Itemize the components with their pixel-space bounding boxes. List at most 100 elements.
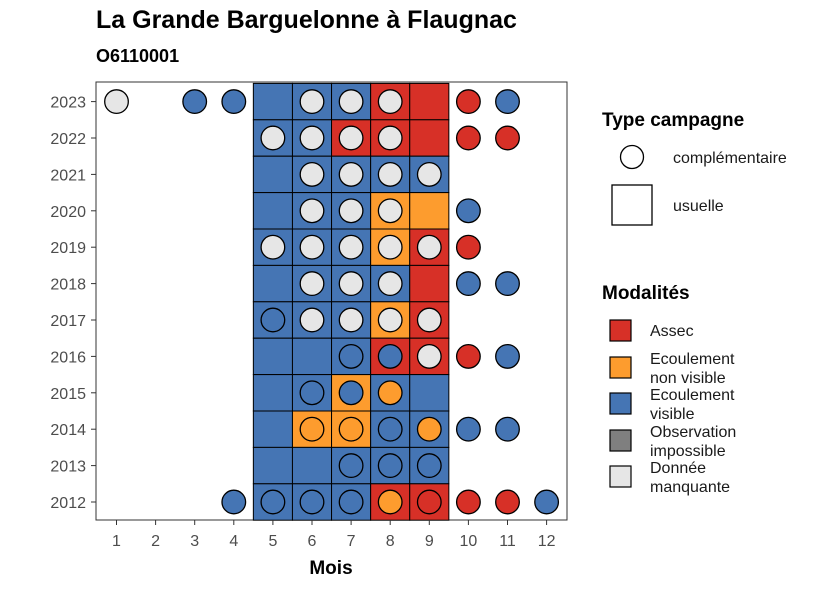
legend-label-nonvis: Ecoulement non visible <box>650 351 735 387</box>
point-2014-7 <box>338 416 364 442</box>
x-tick-label: 8 <box>386 533 395 550</box>
legend-label-usuelle: usuelle <box>673 198 724 215</box>
legend-key-missing <box>609 465 632 488</box>
x-tick-label: 6 <box>308 533 317 550</box>
point-2019-6 <box>299 234 325 260</box>
point-2012-12 <box>534 489 560 515</box>
tile-2018-9 <box>409 264 450 303</box>
point-2018-6 <box>299 271 325 297</box>
legend-key-nonvis <box>609 356 632 379</box>
x-axis-label: Mois <box>309 558 352 579</box>
point-2021-6 <box>299 161 325 187</box>
tile-2016-6 <box>291 337 333 376</box>
point-2023-11 <box>495 89 520 115</box>
point-2023-6 <box>299 89 325 115</box>
legend-key-usuelle <box>611 184 653 226</box>
point-2022-10 <box>455 125 481 151</box>
point-2018-10 <box>455 271 481 297</box>
y-tick-label: 2023 <box>50 95 86 112</box>
legend-label-vis: Ecoulement visible <box>650 387 735 423</box>
point-2016-8 <box>377 343 403 369</box>
point-2022-6 <box>299 125 325 151</box>
legend-modalites: Modalités Assec Ecoulement non visibleEcoul… <box>602 283 736 496</box>
point-2016-9 <box>416 343 442 369</box>
point-2012-9 <box>416 489 442 515</box>
point-2014-8 <box>377 416 403 442</box>
point-2015-8 <box>377 380 403 406</box>
chart-title: La Grande Barguelonne à Flaugnac <box>96 6 517 34</box>
point-2019-8 <box>377 234 403 260</box>
point-2022-8 <box>377 125 403 151</box>
legend-label-impossible: Observation impossible <box>650 424 736 460</box>
point-2023-4 <box>221 89 247 115</box>
point-2021-9 <box>416 161 442 187</box>
legend-label-missing: Donnée manquante <box>650 460 730 496</box>
x-tick-label: 2 <box>151 533 160 550</box>
tile-2015-9 <box>409 374 450 412</box>
legend-key-assec <box>609 319 632 342</box>
point-2018-11 <box>495 271 520 297</box>
x-tick-label: 11 <box>499 533 516 550</box>
point-2016-10 <box>455 343 481 369</box>
legend-title-type-campagne: Type campagne <box>602 110 744 131</box>
point-2012-4 <box>221 489 247 515</box>
point-2022-11 <box>495 125 520 151</box>
point-2013-9 <box>416 453 442 479</box>
point-2012-5 <box>260 489 286 515</box>
y-tick-label: 2014 <box>50 422 86 439</box>
point-2021-7 <box>338 161 364 187</box>
legend-key-vis <box>609 392 632 415</box>
point-2022-5 <box>260 125 286 151</box>
point-2017-8 <box>377 307 403 333</box>
x-tick-label: 7 <box>347 533 356 550</box>
point-2017-9 <box>416 307 442 333</box>
tile-2023-9 <box>409 82 450 121</box>
point-2020-10 <box>455 198 481 224</box>
tile-2020-9 <box>409 192 450 230</box>
legend-label-assec: Assec <box>650 323 694 340</box>
legend-key-impossible <box>609 429 632 452</box>
tile-2016-5 <box>252 337 293 376</box>
point-2017-7 <box>338 307 364 333</box>
point-2016-11 <box>495 343 520 369</box>
legend-type-campagne: Type campagne complémentaire usuelle <box>602 110 787 226</box>
point-2015-6 <box>299 380 325 406</box>
x-tick-label: 3 <box>190 533 199 550</box>
point-2012-10 <box>455 489 481 515</box>
point-2012-8 <box>377 489 403 515</box>
legend-key-complementaire <box>619 144 645 170</box>
legend-title-modalites: Modalités <box>602 283 690 304</box>
tile-2021-5 <box>252 155 293 194</box>
legend-label-complementaire: complémentaire <box>673 150 787 167</box>
point-2016-7 <box>338 343 364 369</box>
point-2017-6 <box>299 307 325 333</box>
x-tick-label: 4 <box>229 533 238 550</box>
y-tick-label: 2018 <box>50 277 86 294</box>
point-2012-6 <box>299 489 325 515</box>
tile-2014-5 <box>252 410 293 448</box>
point-2020-7 <box>338 198 364 224</box>
tile-2013-5 <box>252 446 293 485</box>
tile-2015-5 <box>252 374 293 412</box>
x-tick-label: 5 <box>268 533 277 550</box>
point-2014-11 <box>495 416 520 442</box>
point-2019-10 <box>455 234 481 260</box>
point-2015-7 <box>338 380 364 406</box>
point-2022-7 <box>338 125 364 151</box>
y-tick-label: 2017 <box>50 313 86 330</box>
x-tick-label: 12 <box>538 533 556 550</box>
point-2014-6 <box>299 416 325 442</box>
x-tick-label: 10 <box>460 533 478 550</box>
point-2013-7 <box>338 453 364 479</box>
point-2019-9 <box>416 234 442 260</box>
point-2019-5 <box>260 234 286 260</box>
tile-2020-5 <box>252 192 293 230</box>
tile-2023-5 <box>252 82 293 121</box>
point-2018-7 <box>338 271 364 297</box>
y-tick-label: 2022 <box>50 131 86 148</box>
point-2020-6 <box>299 198 325 224</box>
y-tick-label: 2012 <box>50 495 86 512</box>
y-tick-label: 2020 <box>50 204 86 221</box>
point-2023-7 <box>338 89 364 115</box>
